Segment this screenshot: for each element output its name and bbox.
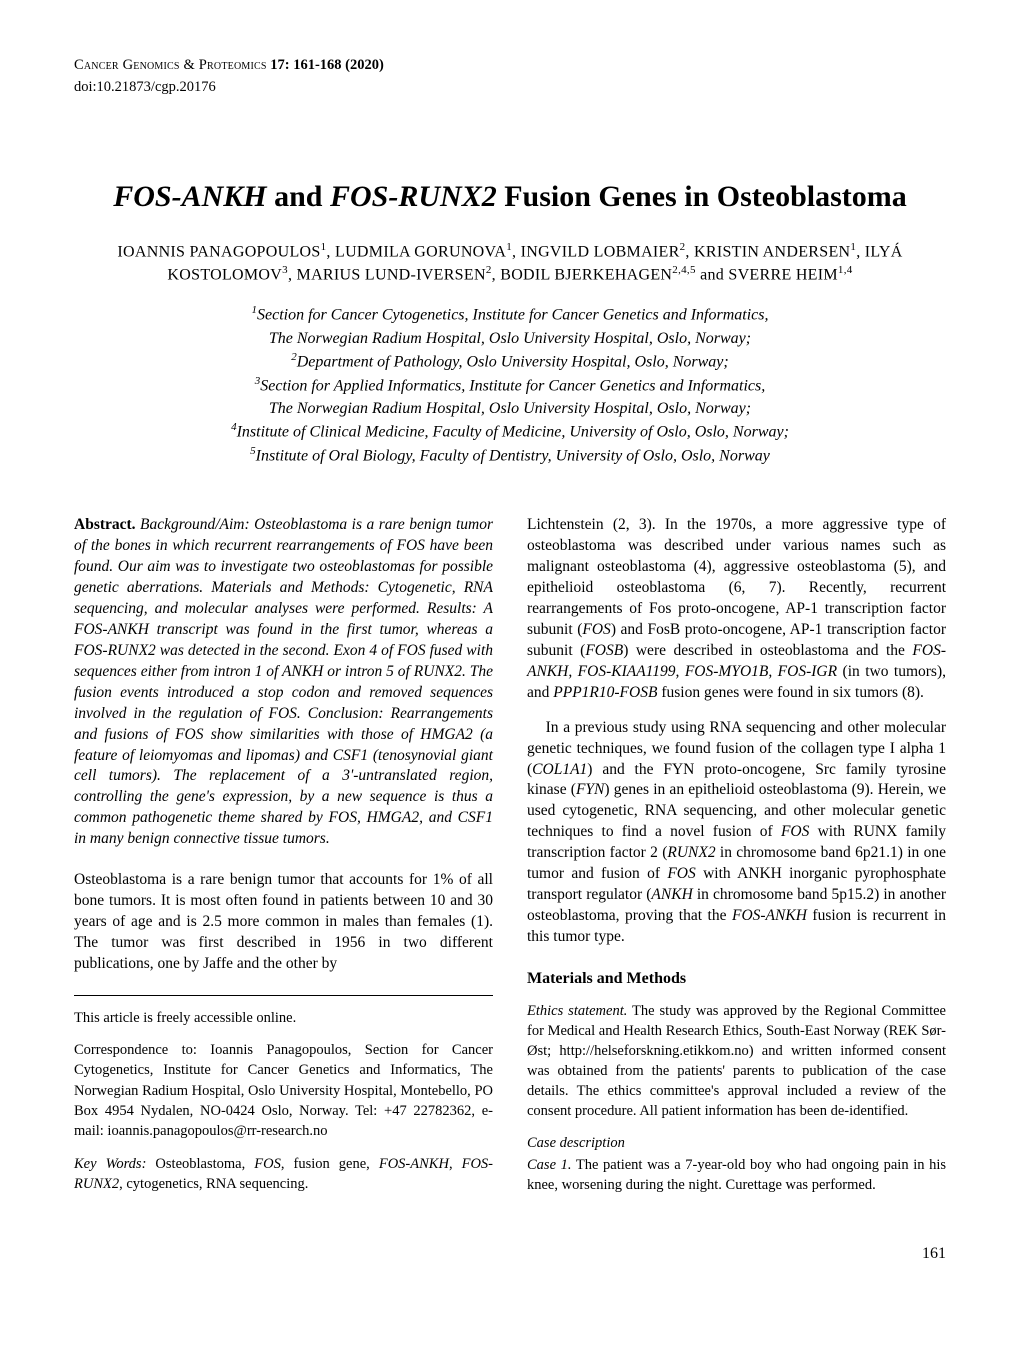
right-paragraph-2: In a previous study using RNA sequencing…	[527, 718, 946, 948]
affiliation-line: 1Section for Cancer Cytogenetics, Instit…	[74, 303, 946, 327]
affiliation-line: 4Institute of Clinical Medicine, Faculty…	[74, 420, 946, 444]
left-column: Abstract. Background/Aim: Osteoblastoma …	[74, 515, 493, 1207]
keywords: Key Words: Osteoblastoma, FOS, fusion ge…	[74, 1154, 493, 1195]
page-number: 161	[74, 1243, 946, 1265]
keywords-label: Key Words:	[74, 1156, 146, 1172]
journal-name: Cancer Genomics & Proteomics	[74, 57, 267, 73]
ethics-label: Ethics statement.	[527, 1003, 627, 1019]
journal-volume: 17: 161-168 (2020)	[267, 57, 384, 73]
open-access-note: This article is freely accessible online…	[74, 1008, 493, 1028]
affiliation-line: The Norwegian Radium Hospital, Oslo Univ…	[74, 397, 946, 420]
title-rest: Fusion Genes in Osteoblastoma	[497, 180, 907, 213]
abstract-label: Abstract.	[74, 516, 136, 533]
case-1-body: The patient was a 7-year-old boy who had…	[527, 1157, 946, 1193]
correspondence: Correspondence to: Ioannis Panagopoulos,…	[74, 1040, 493, 1141]
abstract-body: Background/Aim: Osteoblastoma is a rare …	[74, 516, 493, 847]
footer-divider	[74, 995, 493, 996]
affiliation-line: 2Department of Pathology, Oslo Universit…	[74, 350, 946, 374]
article-title: FOS-ANKH and FOS-RUNX2 Fusion Genes in O…	[74, 177, 946, 218]
doi-line: doi:10.21873/cgp.20176	[74, 78, 946, 98]
title-mid: and	[267, 180, 330, 213]
abstract-block: Abstract. Background/Aim: Osteoblastoma …	[74, 515, 493, 850]
case-1: Case 1. The patient was a 7-year-old boy…	[527, 1155, 946, 1195]
two-column-layout: Abstract. Background/Aim: Osteoblastoma …	[74, 515, 946, 1207]
footer-block: This article is freely accessible online…	[74, 1008, 493, 1194]
case-desc-label: Case description	[527, 1135, 625, 1151]
author-list: IOANNIS PANAGOPOULOS1, LUDMILA GORUNOVA1…	[74, 240, 946, 286]
ethics-statement: Ethics statement. The study was approved…	[527, 1001, 946, 1121]
journal-header: Cancer Genomics & Proteomics 17: 161-168…	[74, 56, 946, 76]
affiliation-line: The Norwegian Radium Hospital, Oslo Univ…	[74, 327, 946, 350]
right-paragraph-1: Lichtenstein (2, 3). In the 1970s, a mor…	[527, 515, 946, 703]
affiliation-line: 5Institute of Oral Biology, Faculty of D…	[74, 444, 946, 468]
title-gene-1: FOS-ANKH	[113, 180, 266, 213]
intro-paragraph: Osteoblastoma is a rare benign tumor tha…	[74, 870, 493, 975]
affiliation-line: 3Section for Applied Informatics, Instit…	[74, 374, 946, 398]
case-1-label: Case 1.	[527, 1157, 572, 1173]
title-gene-2: FOS-RUNX2	[330, 180, 497, 213]
right-column: Lichtenstein (2, 3). In the 1970s, a mor…	[527, 515, 946, 1207]
affiliations: 1Section for Cancer Cytogenetics, Instit…	[74, 303, 946, 467]
materials-methods-heading: Materials and Methods	[527, 968, 946, 990]
ethics-body: The study was approved by the Regional C…	[527, 1003, 946, 1119]
case-description-heading: Case description	[527, 1133, 946, 1153]
